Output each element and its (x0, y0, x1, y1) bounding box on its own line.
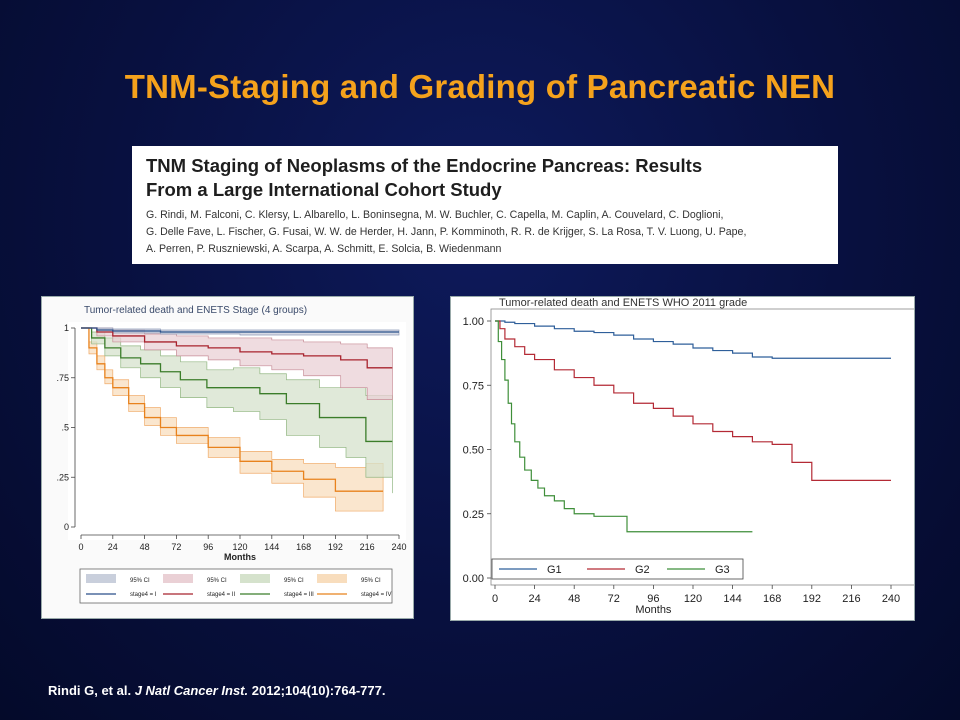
citation: Rindi G, et al. J Natl Cancer Inst. 2012… (48, 683, 385, 698)
citation-journal: J Natl Cancer Inst. (134, 683, 249, 698)
x-tick-label: 144 (723, 593, 741, 605)
legend-label: G1 (547, 564, 562, 576)
x-tick-label: 0 (78, 542, 83, 552)
stage-survival-chart: Tumor-related death and ENETS Stage (4 g… (41, 296, 414, 619)
citation-authors: Rindi G, et al. (48, 683, 135, 698)
legend-ci-label: 95% CI (361, 578, 381, 584)
survival-line-g1 (495, 320, 891, 359)
x-tick-label: 168 (296, 542, 311, 552)
y-tick-label: 0.75 (463, 380, 484, 392)
survival-line-stage-4 (81, 327, 384, 492)
y-tick-label: 1.00 (463, 316, 484, 328)
y-tick-label: 1 (64, 323, 69, 333)
authors-line-1: G. Rindi, M. Falconi, C. Klersy, L. Alba… (146, 209, 724, 221)
x-tick-label: 24 (108, 542, 118, 552)
x-tick-label: 24 (528, 593, 540, 605)
grade-chart-svg: Tumor-related death and ENETS WHO 2011 g… (463, 297, 914, 616)
legend-ci-label: 95% CI (284, 578, 304, 584)
legend-ci-label: 95% CI (207, 578, 227, 584)
y-tick-label: 0.25 (463, 509, 484, 521)
paper-title-line-1: TNM Staging of Neoplasms of the Endocrin… (146, 155, 703, 176)
authors-line-2: G. Delle Fave, L. Fischer, G. Fusai, W. … (146, 226, 747, 238)
x-tick-label: 48 (568, 593, 580, 605)
paper-header: TNM Staging of Neoplasms of the Endocrin… (132, 146, 838, 264)
x-tick-label: 168 (763, 593, 781, 605)
y-tick-label: .5 (61, 423, 69, 433)
x-tick-label: 72 (608, 593, 620, 605)
stage-chart-svg: Tumor-related death and ENETS Stage (4 g… (56, 305, 407, 604)
x-tick-label: 240 (882, 593, 900, 605)
survival-line-g2 (495, 320, 891, 481)
paper-title-line-2: From a Large International Cohort Study (146, 179, 502, 200)
legend-label: G3 (715, 564, 730, 576)
x-tick-label: 240 (391, 542, 406, 552)
legend-ci-swatch-4 (317, 574, 347, 583)
legend-ci-label: 95% CI (130, 578, 150, 584)
x-tick-label: 144 (264, 542, 279, 552)
legend-ci-swatch-1 (86, 574, 116, 583)
legend-ci-swatch-2 (163, 574, 193, 583)
x-tick-label: 48 (140, 542, 150, 552)
legend-line-label: stage4 = IV (361, 592, 392, 598)
legend-label: G2 (635, 564, 650, 576)
chart-title: Tumor-related death and ENETS Stage (4 g… (84, 305, 307, 316)
survival-line-g3 (495, 320, 753, 533)
plot-area (490, 308, 914, 586)
legend-line-label: stage4 = II (207, 592, 236, 598)
x-tick-label: 96 (203, 542, 213, 552)
ci-band-2 (81, 327, 393, 400)
y-tick-label: 0.50 (463, 445, 484, 457)
y-tick-label: 0.00 (463, 573, 484, 585)
y-tick-label: .25 (56, 472, 69, 482)
x-axis-label: Months (635, 604, 672, 616)
citation-details: 2012;104(10):764-777. (248, 683, 386, 698)
survival-line-stage-2 (81, 327, 393, 369)
x-tick-label: 0 (492, 593, 498, 605)
legend-line-label: stage4 = I (130, 592, 157, 598)
x-axis-label: Months (224, 552, 256, 562)
x-tick-label: 192 (328, 542, 343, 552)
survival-line-stage-1 (81, 327, 399, 333)
x-tick-label: 120 (232, 542, 247, 552)
grade-survival-chart: Tumor-related death and ENETS WHO 2011 g… (450, 296, 915, 621)
x-tick-label: 72 (171, 542, 181, 552)
x-tick-label: 216 (360, 542, 375, 552)
paper-authors: G. Rindi, M. Falconi, C. Klersy, L. Alba… (146, 207, 824, 258)
chart-title: Tumor-related death and ENETS WHO 2011 g… (499, 297, 747, 309)
authors-line-3: A. Perren, P. Ruszniewski, A. Scarpa, A.… (146, 243, 502, 255)
x-tick-label: 192 (803, 593, 821, 605)
survival-line-stage-3 (81, 327, 393, 443)
y-tick-label: 0 (64, 522, 69, 532)
slide-title: TNM-Staging and Grading of Pancreatic NE… (124, 68, 836, 105)
y-tick-label: .75 (56, 373, 69, 383)
x-tick-label: 216 (842, 593, 860, 605)
legend-ci-swatch-3 (240, 574, 270, 583)
x-tick-label: 120 (684, 593, 702, 605)
legend-line-label: stage4 = III (284, 592, 314, 598)
x-tick-label: 96 (647, 593, 659, 605)
paper-title: TNM Staging of Neoplasms of the Endocrin… (146, 154, 824, 202)
ci-band-3 (81, 327, 393, 494)
